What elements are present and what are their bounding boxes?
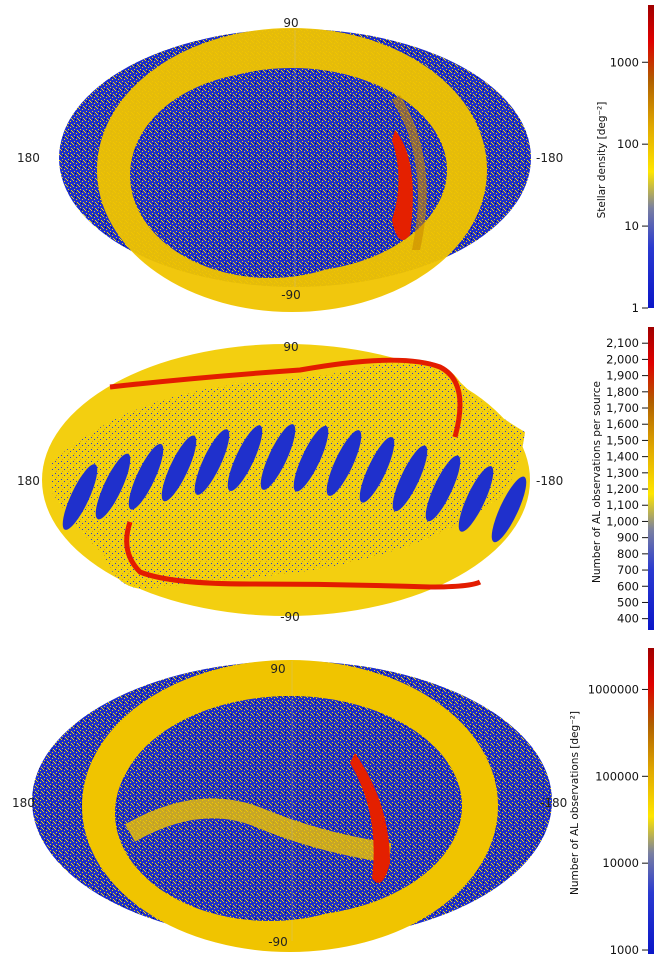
- colorbar-tick-label: 10: [624, 219, 639, 233]
- colorbar: 1000 100 10 1 Stellar density [deg⁻²]: [596, 5, 654, 315]
- colorbar-tick-label: 10000: [602, 856, 639, 870]
- galactic-ring: [82, 660, 498, 952]
- al-observations-density-panel: 90 -90 180 -180 1000000 100000 10000 1000 N…: [0, 643, 664, 958]
- colorbar-tick-label: 2,000: [606, 352, 639, 366]
- colorbar-tick-label: 800: [617, 547, 639, 561]
- galactic-center-hotspot: [350, 753, 390, 883]
- scan-lens: [128, 443, 164, 510]
- scan-lenses: [62, 424, 527, 543]
- lat-label-bottom: -90: [280, 610, 300, 624]
- colorbar-gradient: [648, 5, 654, 308]
- stellar-density-map: 90 -90 180 -180 1000 100 10 1 Stellar densi…: [17, 5, 654, 315]
- scan-lens: [194, 429, 230, 495]
- scan-lens: [293, 425, 329, 492]
- scan-lens: [326, 430, 362, 496]
- colorbar-tick-label: 1,500: [606, 433, 639, 447]
- inner-band: [125, 798, 392, 863]
- colorbar-gradient: [648, 327, 654, 630]
- lon-label-left: 180: [12, 796, 35, 810]
- scan-band: [52, 359, 525, 589]
- lon-label-right: -180: [536, 151, 563, 165]
- colorbar-tick-label: 1000: [610, 55, 639, 69]
- inner-disk: [130, 72, 410, 278]
- colorbar: 2,100 2,000 1,900 1,800 1,700 1,600 1,500 1,400…: [591, 327, 654, 630]
- lon-label-right: -180: [536, 474, 563, 488]
- lon-label-left: 180: [17, 151, 40, 165]
- colorbar-tick-label: 1,300: [606, 466, 639, 480]
- scan-lens: [227, 425, 263, 492]
- colorbar-tick-label: 1,900: [606, 369, 639, 383]
- scan-lens: [458, 466, 494, 532]
- scan-lens: [95, 453, 131, 520]
- lat-label-top: 90: [283, 340, 298, 354]
- colorbar-tick-label: 1,000: [606, 514, 639, 528]
- lat-label-bottom: -90: [281, 288, 301, 302]
- colorbar-gradient: [648, 648, 654, 954]
- scan-lens: [62, 464, 98, 530]
- scan-lens: [425, 455, 461, 522]
- colorbar-tick-label: 1,600: [606, 417, 639, 431]
- scan-lens: [260, 424, 296, 490]
- observations-per-source-map: 90 -90 180 -180 2,100 2,000 1,900 1,800 1,70…: [17, 327, 654, 630]
- colorbar-tick-label: 1,400: [606, 450, 639, 464]
- scan-lens: [392, 445, 428, 512]
- colorbar: 1000000 100000 10000 1000 Number of AL obse…: [569, 648, 654, 957]
- observations-per-source-panel: 90 -90 180 -180 2,100 2,000 1,900 1,800 1,70…: [0, 322, 664, 637]
- colorbar-tick-label: 1,700: [606, 401, 639, 415]
- colorbar-label: Number of AL observations per source: [591, 381, 603, 583]
- scan-lens: [161, 435, 197, 502]
- colorbar-tick-label: 100: [617, 137, 639, 151]
- lon-label-right: -180: [540, 796, 567, 810]
- colorbar-label: Stellar density [deg⁻²]: [596, 102, 608, 219]
- colorbar-tick-label: 1,100: [606, 498, 639, 512]
- colorbar-tick-label: 1: [632, 301, 639, 315]
- colorbar-ticks: 1000000 100000 10000 1000: [588, 682, 648, 957]
- colorbar-tick-label: 2,100: [606, 336, 639, 350]
- colorbar-tick-label: 1,200: [606, 482, 639, 496]
- bulge-shadow: [392, 95, 427, 250]
- colorbar-tick-label: 1000000: [588, 682, 639, 696]
- galactic-ring: [97, 28, 487, 312]
- lat-label-top: 90: [270, 662, 285, 676]
- scan-lens: [359, 436, 395, 503]
- lat-label-top: 90: [283, 16, 298, 30]
- scan-edge-top: [109, 357, 463, 438]
- colorbar-ticks: 2,100 2,000 1,900 1,800 1,700 1,600 1,500 1,400…: [606, 336, 648, 626]
- colorbar-tick-label: 1,800: [606, 385, 639, 399]
- colorbar-tick-label: 1000: [610, 943, 639, 957]
- al-observations-density-map: 90 -90 180 -180 1000000 100000 10000 1000 N…: [12, 648, 654, 957]
- colorbar-tick-label: 100000: [595, 769, 639, 783]
- colorbar-tick-label: 600: [617, 579, 639, 593]
- galactic-center-hotspot: [392, 130, 413, 240]
- scan-lens: [491, 476, 527, 543]
- lon-label-left: 180: [17, 474, 40, 488]
- colorbar-tick-label: 700: [617, 563, 639, 577]
- colorbar-label: Number of AL observations [deg⁻²]: [569, 711, 581, 895]
- lat-label-bottom: -90: [268, 935, 288, 949]
- colorbar-tick-label: 900: [617, 531, 639, 545]
- colorbar-ticks: 1000 100 10 1: [610, 55, 648, 315]
- colorbar-tick-label: 500: [617, 595, 639, 609]
- colorbar-tick-label: 400: [617, 612, 639, 626]
- scan-edge-bottom: [124, 521, 482, 590]
- stellar-density-panel: 90 -90 180 -180 1000 100 10 1 Stellar densi…: [0, 0, 664, 315]
